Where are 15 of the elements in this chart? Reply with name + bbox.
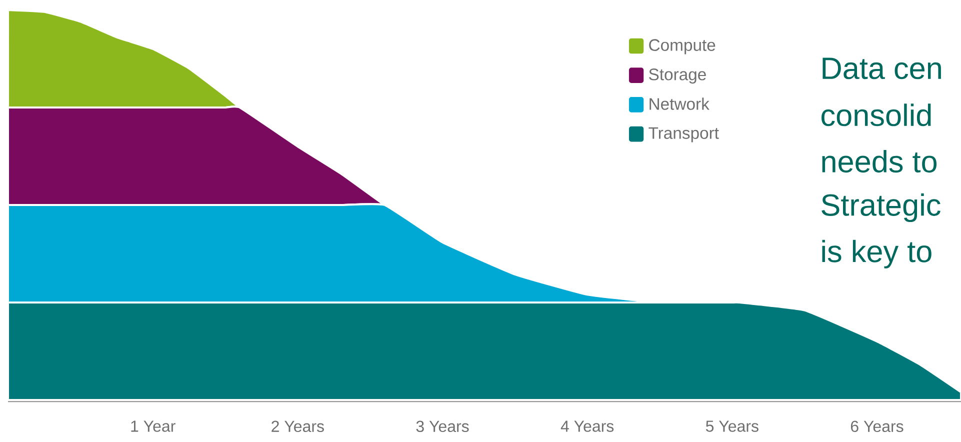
x-tick-label: 1 Year — [131, 420, 176, 432]
x-tick-label: 6 Years — [850, 420, 904, 432]
legend-label: Compute — [649, 39, 716, 54]
x-tick-label: 3 Years — [416, 420, 469, 432]
legend-label: Network — [650, 98, 710, 110]
x-tick-label: 4 Years — [560, 420, 614, 432]
x-tick-label: 2 Years — [272, 420, 324, 432]
annotation: Strategic — [822, 193, 940, 222]
annotation: Data cen — [822, 58, 941, 80]
annotation: is key to — [822, 240, 932, 268]
annotation: consolid — [822, 104, 931, 126]
x-tick-label: 5 Years — [706, 420, 758, 432]
legend-label: Storage — [649, 68, 706, 84]
annotation: needs to — [822, 150, 937, 173]
legend-label: Transport — [648, 127, 719, 142]
